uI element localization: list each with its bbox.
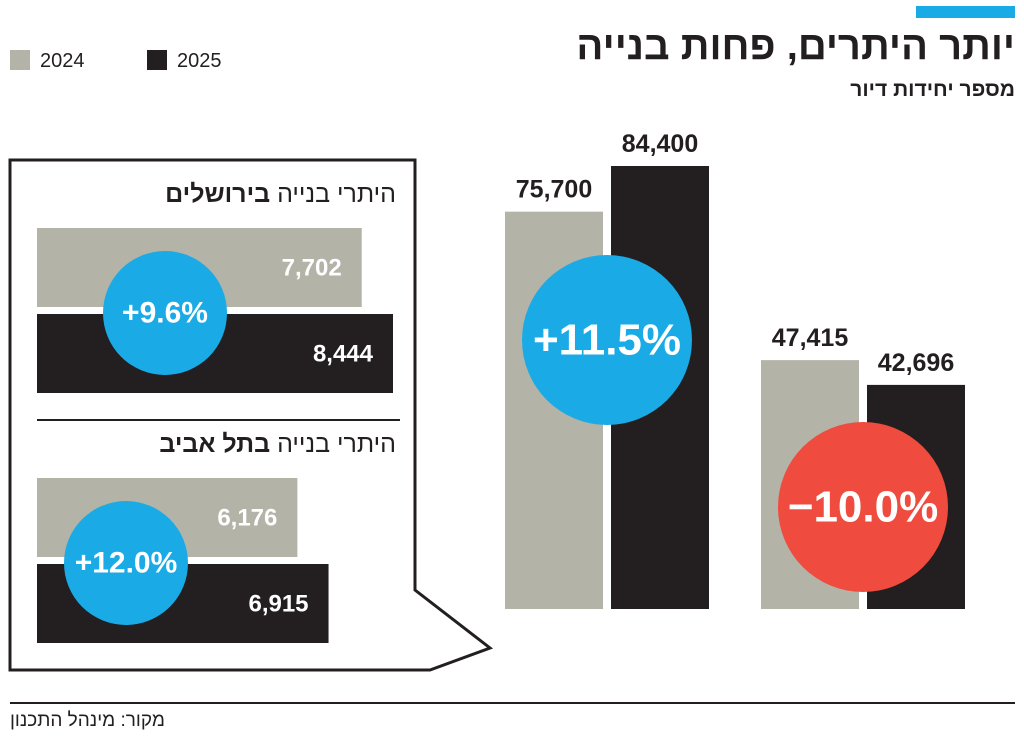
legend-label: 2025 bbox=[177, 50, 222, 72]
inset-title-prefix: היתרי בנייה bbox=[277, 430, 396, 458]
value-label: 6,915 bbox=[248, 591, 308, 618]
value-label: 7,702 bbox=[282, 255, 342, 282]
value-label: 75,700 bbox=[516, 176, 592, 204]
inset-title-prefix: היתרי בנייה bbox=[277, 180, 396, 208]
inset-title-city: בתל אביב bbox=[159, 430, 271, 458]
value-label: 84,400 bbox=[622, 130, 698, 158]
legend-swatch bbox=[147, 50, 167, 70]
inset-title: היתרי בנייה בתל אביב bbox=[159, 430, 396, 459]
title: יותר היתרים, פחות בנייה bbox=[576, 24, 1015, 68]
legend-label: 2024 bbox=[40, 50, 85, 72]
change-label: +12.0% bbox=[75, 547, 178, 580]
value-label: 8,444 bbox=[313, 341, 374, 368]
change-badge bbox=[778, 422, 948, 592]
value-label: 42,696 bbox=[878, 349, 954, 377]
change-badge bbox=[103, 251, 227, 375]
accent-bar bbox=[916, 6, 1015, 18]
inset-title-city: בירושלים bbox=[165, 180, 271, 208]
inset-box bbox=[8, 158, 494, 672]
inset-title: היתרי בנייה בירושלים bbox=[165, 180, 396, 209]
source: מקור: מינהל התכנון bbox=[10, 710, 165, 731]
legend-swatch bbox=[10, 50, 30, 70]
value-label: 47,415 bbox=[772, 324, 849, 352]
subtitle: מספר יחידות דיור bbox=[850, 78, 1015, 101]
change-badge bbox=[522, 255, 692, 425]
change-badge bbox=[64, 501, 188, 625]
value-label: 6,176 bbox=[217, 505, 277, 532]
change-label: −10.0% bbox=[788, 483, 938, 532]
change-label: +11.5% bbox=[533, 316, 681, 365]
change-label: +9.6% bbox=[122, 297, 208, 330]
